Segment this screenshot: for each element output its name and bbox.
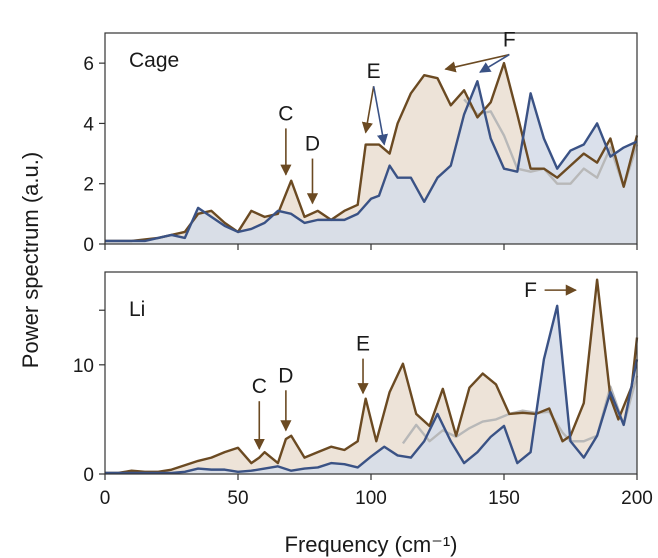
panel-cage: 0 2 4 6 Cage CD E F [83,29,639,256]
annotation-label: F [524,279,537,302]
annotation-arrow [361,86,375,134]
brown-series-line [105,61,639,243]
annotation-label: C [252,375,267,398]
annotation-arrow [372,86,388,146]
annotation-label: F [503,29,516,52]
x-tick-label: 100 [355,488,387,509]
x-axis: 0 50 100 150 200 [100,488,653,509]
annotation-label: C [278,102,293,125]
x-tick-label: 50 [227,488,248,509]
y-tick-label: 10 [73,356,94,377]
y-tick-label: 2 [83,175,94,196]
x-axis-title: Frequency (cm⁻¹) [285,532,458,557]
annotation-arrow [479,53,510,73]
annotation-label: D [305,133,320,156]
y-tick-label: 0 [83,465,94,486]
brown-series-line [105,278,639,475]
y-axis-title: Power spectrum (a.u.) [18,152,43,368]
annotation-label: D [278,364,293,387]
annotation-label: E [356,333,370,356]
y-tick-label: 6 [83,54,94,75]
x-tick-label: 200 [621,488,653,509]
panel-label: Cage [129,49,179,72]
y-tick-label: 4 [83,114,94,135]
annotation-label: E [367,60,381,83]
panel-label: Li [129,298,145,321]
y-tick-label: 0 [83,235,94,256]
panel-li: 0 10 Li C D E F [73,271,639,486]
annotation-arrow [444,53,510,73]
blue-series-line [105,80,638,243]
x-tick-label: 150 [488,488,520,509]
blue-area-fill [105,81,637,244]
blue-area-fill [105,305,637,474]
blue-series-line [105,304,639,475]
x-tick-label: 0 [100,488,111,509]
